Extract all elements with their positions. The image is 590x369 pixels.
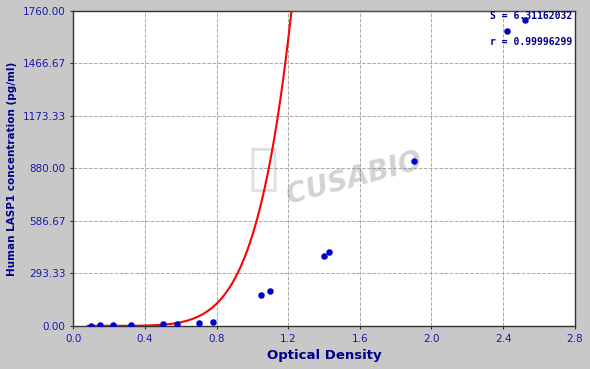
Point: [319, 253, 329, 259]
Point: [158, 321, 168, 327]
Text: CUSABIO: CUSABIO: [283, 146, 425, 210]
Point: [126, 322, 135, 328]
Point: [108, 322, 117, 328]
Text: S = 6.31162032: S = 6.31162032: [490, 11, 572, 21]
X-axis label: Optical Density: Optical Density: [267, 349, 381, 362]
Text: Ⓦ: Ⓦ: [249, 144, 279, 192]
Point: [266, 288, 275, 294]
Point: [194, 320, 204, 326]
Point: [502, 28, 512, 34]
Point: [409, 158, 418, 164]
Text: r = 0.99996299: r = 0.99996299: [490, 37, 572, 47]
Y-axis label: Human LASP1 concentration (pg/ml): Human LASP1 concentration (pg/ml): [7, 61, 17, 276]
Point: [96, 323, 105, 328]
Point: [208, 319, 218, 325]
Point: [87, 323, 96, 328]
Point: [257, 292, 266, 297]
Point: [520, 17, 529, 23]
Point: [324, 249, 334, 255]
Point: [172, 321, 182, 327]
